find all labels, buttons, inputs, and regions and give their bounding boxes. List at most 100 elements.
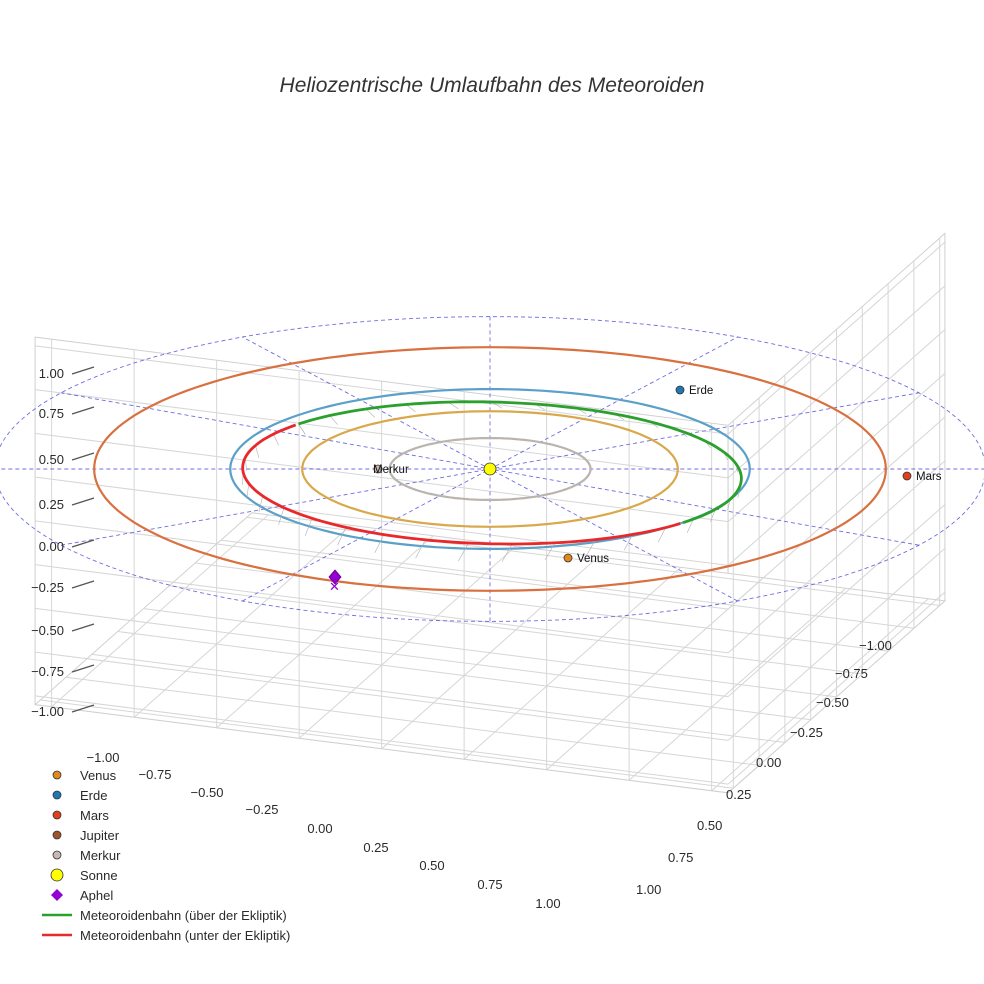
projection-line <box>623 534 634 551</box>
legend-item[interactable]: Meteoroidenbahn (unter der Ekliptik) <box>38 925 290 945</box>
orbit-merkur <box>388 437 592 501</box>
aphel-cross-icon: ✕ <box>329 579 340 594</box>
legend-item[interactable]: Merkur <box>38 845 290 865</box>
x-tick-label: −1.00 <box>87 750 120 765</box>
legend-symbol <box>38 845 76 865</box>
legend-label: Sonne <box>80 867 118 883</box>
y-tick-label: −0.75 <box>835 666 868 681</box>
y-tick-label: −1.00 <box>859 638 892 653</box>
legend-item[interactable]: Erde <box>38 785 290 805</box>
aphel-marker <box>328 569 342 585</box>
legend-label: Jupiter <box>80 827 120 843</box>
grid-line <box>35 520 729 610</box>
bodies: Venus Erde Mars Merkur ✕ <box>328 385 942 594</box>
meteoroid-orbit-below <box>241 423 681 546</box>
meteoroid-orbit-above <box>298 400 743 525</box>
projection-line <box>585 539 596 557</box>
z-tick-mark <box>71 664 95 673</box>
legend-symbol <box>38 765 76 785</box>
legend-item[interactable]: Jupiter <box>38 825 290 845</box>
label-mars: Mars <box>916 471 942 483</box>
projection-line <box>298 423 306 435</box>
z-tick-label: −0.25 <box>31 580 64 595</box>
legend-symbol <box>38 885 76 905</box>
axis-ticks: 1.00 0.75 0.50 0.25 0.00 −0.25 −0.50 −0.75 −1.00… <box>31 366 892 911</box>
grid-line <box>66 676 760 766</box>
y-tick-label: −0.50 <box>816 695 849 710</box>
x-tick-label: 0.25 <box>363 840 388 855</box>
projection-line <box>337 527 347 546</box>
z-tick-label: 0.00 <box>39 539 64 554</box>
projection-line <box>365 408 376 418</box>
legend-symbol <box>38 805 76 825</box>
ecliptic-ring <box>0 316 984 622</box>
body-venus <box>563 553 573 563</box>
grid-line <box>91 653 785 744</box>
grid-line <box>35 476 729 566</box>
orbit-mars <box>93 346 887 592</box>
legend-label: Meteoroidenbahn (über der Ekliptik) <box>80 907 287 923</box>
chart-title: Heliozentrische Umlaufbahn des Meteoroid… <box>279 74 705 97</box>
y-tick-label: 0.50 <box>697 818 722 833</box>
x-tick-label: −0.75 <box>139 767 172 782</box>
x-tick-label: 0.50 <box>419 858 444 873</box>
projection-line <box>458 542 469 562</box>
grid-line <box>727 329 946 522</box>
grid-line <box>35 432 729 523</box>
legend-label: Aphel <box>80 887 114 903</box>
legend-item[interactable]: Venus <box>38 765 290 785</box>
projection-line <box>710 509 716 523</box>
legend-label: Erde <box>80 787 108 803</box>
grid-line <box>727 285 946 479</box>
label-merkur: Merkur <box>373 464 409 476</box>
projection-line <box>374 534 385 553</box>
y-tick-label: 0.25 <box>726 787 751 802</box>
body-merkur <box>373 464 383 474</box>
y-tick-label: 0.75 <box>668 850 693 865</box>
z-tick-label: −0.50 <box>31 623 64 638</box>
x-tick-label: 1.00 <box>535 896 560 911</box>
grid-line <box>727 241 946 435</box>
y-tick-label: 0.00 <box>756 755 781 770</box>
grid-line <box>463 566 682 760</box>
legend-symbol <box>38 785 76 805</box>
y-tick-label: −0.25 <box>790 725 823 740</box>
z-tick-mark <box>71 623 95 632</box>
projection-line <box>415 539 426 559</box>
grid-line <box>546 577 764 771</box>
body-erde <box>675 385 685 395</box>
legend-label: Mars <box>80 807 109 823</box>
planet-orbits <box>93 346 887 592</box>
projection-line <box>657 527 666 543</box>
legend-item[interactable]: Meteoroidenbahn (über der Ekliptik) <box>38 905 290 925</box>
orbit-venus <box>301 410 679 528</box>
z-tick-label: −1.00 <box>31 704 64 719</box>
legend-symbol <box>38 905 76 925</box>
orbit-erde <box>229 388 751 551</box>
label-venus: Venus <box>577 553 609 565</box>
legend: Venus Erde Mars Jupiter Merkur Sonne Aphel Mete… <box>38 765 290 945</box>
grid-line <box>711 598 929 792</box>
meteoroid-orbit <box>241 400 743 546</box>
body-mars <box>902 471 912 481</box>
projection-line <box>273 433 279 446</box>
projection-line <box>544 542 556 561</box>
z-tick-mark <box>71 406 95 415</box>
legend-item[interactable]: Mars <box>38 805 290 825</box>
legend-symbol <box>38 865 76 885</box>
z-tick-mark <box>71 452 95 461</box>
x-tick-label: 0.00 <box>307 821 332 836</box>
z-tick-label: 0.50 <box>39 452 64 467</box>
z-tick-mark <box>71 539 95 548</box>
x-tick-label: −0.25 <box>246 802 279 817</box>
legend-item[interactable]: Sonne <box>38 865 290 885</box>
projection-line <box>246 483 250 499</box>
grid-line <box>40 699 734 789</box>
z-tick-mark <box>71 580 95 589</box>
x-tick-label: −0.50 <box>191 785 224 800</box>
legend-label: Venus <box>80 767 117 783</box>
legend-item[interactable]: Aphel <box>38 885 290 905</box>
projection-line <box>304 518 313 536</box>
grid-line <box>727 416 946 610</box>
